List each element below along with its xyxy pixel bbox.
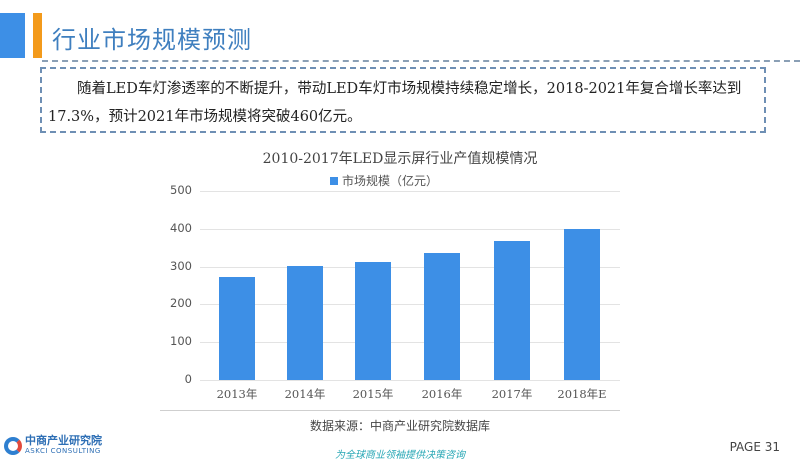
y-tick-label: 300 <box>170 258 192 273</box>
bar-2015年 <box>355 262 391 380</box>
logo-name-cn: 中商产业研究院 <box>25 434 102 447</box>
gridline <box>200 380 620 381</box>
company-logo: 中商产业研究院 ASKCI CONSULTING <box>4 435 102 456</box>
bar-chart-plot: 0 100 200 300 400 500 2013年 2014年 2015年 2016年 2017… <box>170 183 620 401</box>
y-tick-label: 200 <box>170 296 192 311</box>
summary-box: 随着LED车灯渗透率的不断提升，带动LED车灯市场规模持续稳定增长，2018-2… <box>40 67 766 133</box>
chart-title: 2010-2017年LED显示屏行业产值规模情况 <box>262 151 538 167</box>
bar-2014年 <box>287 265 323 380</box>
title-accent-blue <box>0 13 25 58</box>
chart-legend: 市场规模（亿元） <box>330 172 438 189</box>
x-tick-label: 2016年 <box>421 387 463 401</box>
logo-name-en: ASKCI CONSULTING <box>25 447 101 455</box>
title-divider <box>42 60 800 62</box>
y-tick-label: 0 <box>184 372 192 386</box>
data-source: 数据来源：中商产业研究院数据库 <box>309 419 490 433</box>
page-title: 行业市场规模预测 <box>52 26 252 54</box>
x-tick-label: 2014年 <box>284 387 326 401</box>
bar-2013年 <box>219 277 255 380</box>
title-accent-orange <box>33 13 42 58</box>
summary-text: 随着LED车灯渗透率的不断提升，带动LED车灯市场规模持续稳定增长，2018-2… <box>48 81 742 125</box>
x-tick-label: 2018年E <box>557 387 607 401</box>
y-tick-label: 100 <box>170 334 192 349</box>
gridline <box>200 228 620 230</box>
x-tick-label: 2013年 <box>216 387 258 401</box>
bar-2016年 <box>424 253 460 380</box>
gridline <box>200 191 620 192</box>
y-tick-label: 500 <box>170 183 192 197</box>
bar-2017年 <box>494 240 530 380</box>
x-tick-label: 2017年 <box>491 387 533 401</box>
slogan: 为全球商业领袖提供决策咨询 <box>335 450 465 461</box>
y-tick-label: 400 <box>170 220 192 235</box>
legend-swatch-icon <box>330 176 338 185</box>
legend-label: 市场规模（亿元） <box>342 174 439 188</box>
gridline <box>200 304 620 306</box>
logo-icon <box>4 436 22 455</box>
gridline <box>200 266 620 268</box>
bar-2018年E <box>564 228 600 380</box>
source-divider <box>160 410 620 411</box>
page-number: PAGE 31 <box>729 440 780 454</box>
gridline <box>200 342 620 344</box>
x-tick-label: 2015年 <box>352 387 394 401</box>
